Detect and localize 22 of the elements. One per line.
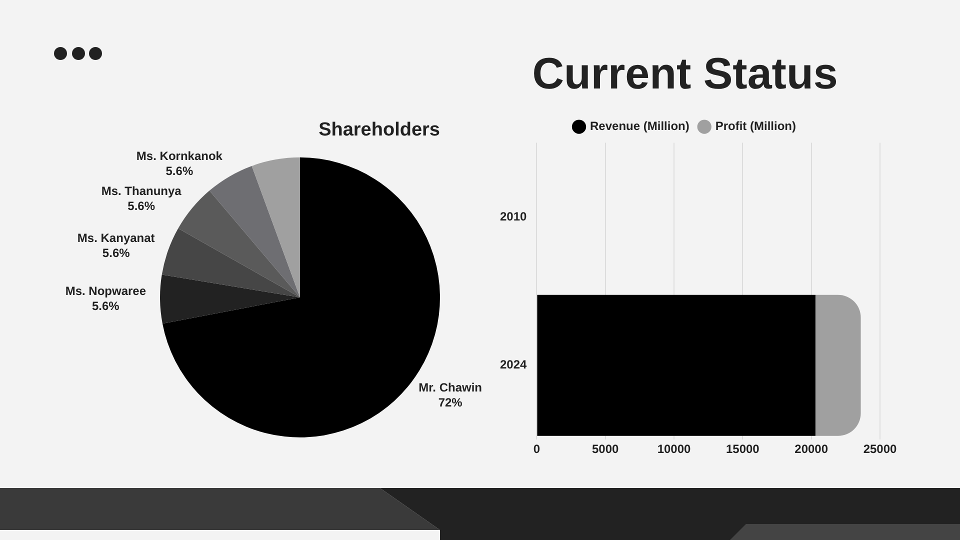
slice-label: Ms. Nopwaree	[65, 284, 146, 298]
chart-title: Shareholders	[318, 120, 440, 141]
x-tick-label: 5000	[592, 442, 620, 456]
legend-label: Revenue (Million)	[590, 119, 690, 134]
legend-label: Profit (Million)	[715, 119, 796, 134]
slice-label: Ms. Kanyanat	[77, 230, 155, 245]
chart-title: Current Status	[532, 50, 838, 99]
x-tick-label: 0	[533, 442, 540, 456]
slice-label: Ms. Kornkanok	[136, 149, 223, 164]
data-label: 5.6%	[166, 164, 194, 178]
x-tick-label: 25000	[863, 442, 898, 456]
y-tick-label: 2010	[500, 209, 528, 224]
data-label: 5.6%	[102, 246, 130, 260]
data-label: 5.6%	[128, 199, 156, 214]
x-tick-label: 10000	[657, 442, 692, 456]
x-tick-label: 20000	[794, 442, 828, 456]
y-tick-label: 2024	[500, 358, 528, 372]
data-label: 72%	[438, 395, 463, 410]
data-label: 5.6%	[92, 299, 120, 314]
slice-label: Mr. Chawin	[418, 380, 482, 394]
x-tick-label: 15000	[726, 442, 760, 456]
slice-label: Ms. Thanunya	[101, 184, 182, 198]
